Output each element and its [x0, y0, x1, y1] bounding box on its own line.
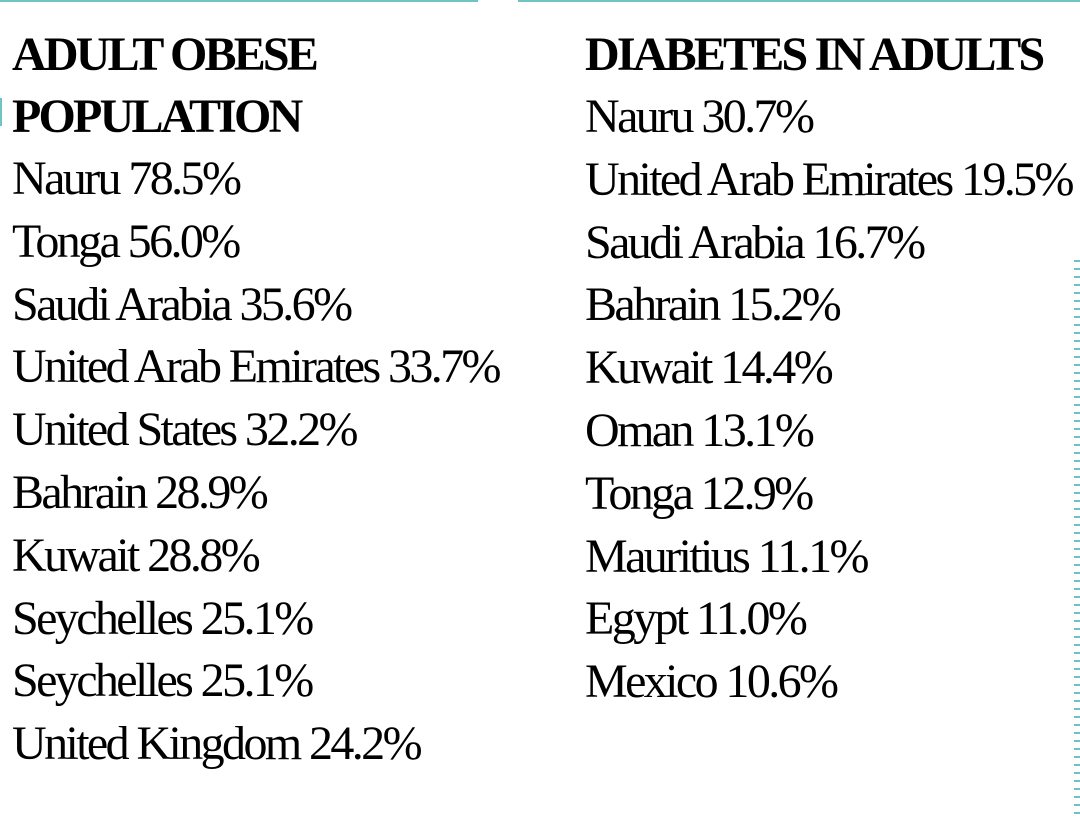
- top-border-left: [0, 0, 478, 2]
- diabetes-row: Kuwait 14.4%: [585, 341, 834, 395]
- diabetes-column: DIABETES IN ADULTS Nauru 30.7% United Ar…: [585, 24, 1075, 714]
- obesity-row: Seychelles 25.1%: [12, 591, 314, 645]
- diabetes-row: Mauritius 11.1%: [585, 529, 869, 583]
- obesity-row: Tonga 56.0%: [12, 214, 241, 268]
- diabetes-row: Mexico 10.6%: [585, 655, 839, 709]
- right-edge-decoration: [1074, 260, 1080, 820]
- diabetes-row: Nauru 30.7%: [585, 90, 815, 143]
- obesity-row: Saudi Arabia 35.6%: [12, 277, 353, 331]
- obesity-column: ADULT OBESE POPULATION Nauru 78.5% Tonga…: [12, 24, 502, 776]
- obesity-row: Nauru 78.5%: [12, 152, 242, 205]
- diabetes-row: United Arab Emirates 19.5%: [585, 152, 1075, 206]
- obesity-row: Kuwait 28.8%: [12, 528, 261, 582]
- diabetes-row: Saudi Arabia 16.7%: [585, 215, 926, 269]
- obesity-heading-line1: ADULT OBESE: [12, 28, 319, 81]
- diabetes-row: Oman 13.1%: [585, 403, 815, 457]
- obesity-row: United States 32.2%: [12, 403, 358, 457]
- obesity-row: Bahrain 28.9%: [12, 465, 269, 519]
- obesity-row: Seychelles 25.1%: [12, 654, 314, 708]
- top-border-right: [518, 0, 1080, 2]
- obesity-row: United Arab Emirates 33.7%: [12, 340, 502, 394]
- diabetes-row: Tonga 12.9%: [585, 466, 814, 520]
- left-edge-mark: [0, 98, 2, 126]
- obesity-row: United Kingdom 24.2%: [12, 717, 423, 771]
- diabetes-heading: DIABETES IN ADULTS: [585, 28, 1045, 81]
- diabetes-row: Egypt 11.0%: [585, 592, 808, 646]
- diabetes-row: Bahrain 15.2%: [585, 278, 842, 332]
- obesity-heading-line2: POPULATION: [12, 90, 303, 143]
